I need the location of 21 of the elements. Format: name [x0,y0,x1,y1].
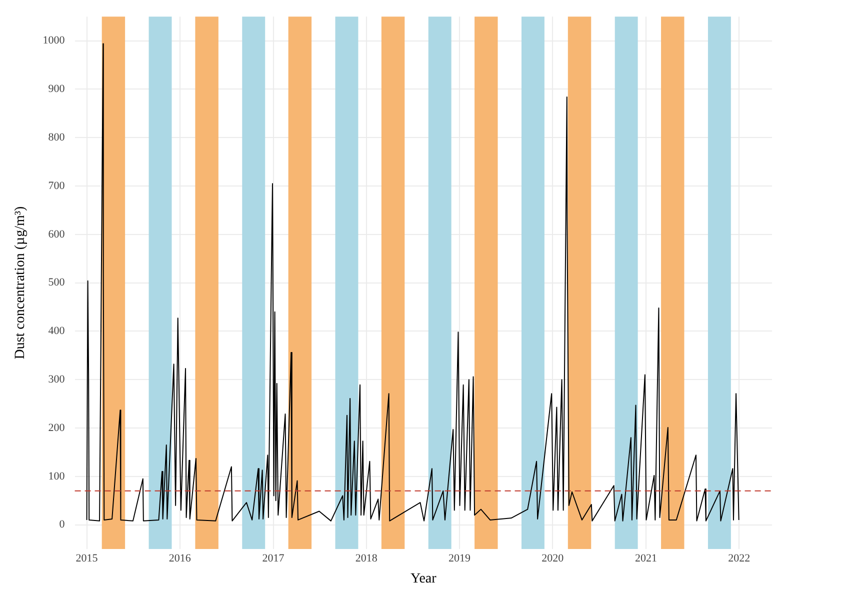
y-tick-label: 100 [48,470,66,482]
y-tick-label: 200 [48,422,66,434]
x-tick-label: 2022 [728,552,750,564]
x-tick-label: 2017 [262,552,285,564]
y-tick-label: 1000 [42,34,66,47]
x-tick-label: 2015 [76,552,98,564]
y-tick-label: 0 [59,518,66,531]
x-tick-label: 2021 [634,552,657,564]
y-tick-label: 700 [48,180,66,192]
x-axis-title: Year [410,571,437,586]
y-tick-label: 900 [48,83,66,96]
x-tick-label: 2018 [355,552,378,564]
x-tick-label: 2016 [168,552,192,564]
y-axis-title: Dust concentration (µg/m³) [13,206,28,360]
y-tick-label: 800 [48,131,66,144]
x-tick-label: 2019 [448,552,471,564]
y-tick-label: 500 [48,276,66,289]
y-tick-label: 400 [48,325,66,338]
y-tick-label: 600 [48,228,66,240]
x-tick-label: 2020 [542,552,564,564]
y-tick-label: 300 [48,373,66,386]
